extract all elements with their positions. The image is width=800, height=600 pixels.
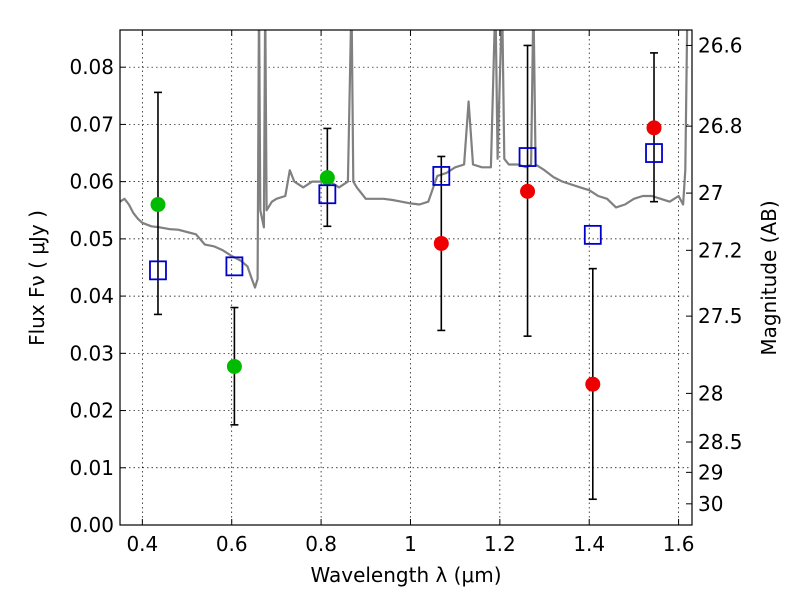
y-axis-right-label: Magnitude (AB) <box>757 200 781 355</box>
y-tick-label: 0.08 <box>69 55 114 79</box>
magnitude-tick-label: 28 <box>698 381 723 405</box>
errorbars-layer <box>153 44 659 501</box>
x-tick-label: 1.2 <box>484 532 516 556</box>
magnitude-tick-label: 29 <box>698 460 723 484</box>
x-tick-label: 0.8 <box>305 532 337 556</box>
model-spectrum-line <box>120 30 689 289</box>
y-tick-label: 0.07 <box>69 112 114 136</box>
observed-red-point <box>646 120 662 136</box>
x-tick-label: 1.4 <box>573 532 605 556</box>
model-bandpass-point <box>225 256 244 277</box>
y-tick-label: 0.01 <box>69 456 114 480</box>
magnitude-tick-label: 27 <box>698 181 723 205</box>
plot-frame <box>119 29 693 526</box>
observed-red-point <box>433 235 449 251</box>
observed-green-point <box>319 170 335 186</box>
y-tick-label: 0.03 <box>69 341 114 365</box>
magnitude-tick-label: 27.2 <box>698 238 743 262</box>
magnitude-tick-label: 28.5 <box>698 430 743 454</box>
y-axis-label: Flux Fν ( μJy ) <box>25 210 49 346</box>
observed-green-point <box>226 358 242 374</box>
observed-red-point <box>585 376 601 392</box>
observed-red-point <box>520 183 536 199</box>
y-tick-label: 0.02 <box>69 399 114 423</box>
model-bandpass-point <box>583 224 602 245</box>
x-axis-label: Wavelength λ (μm) <box>310 563 501 587</box>
model-bandpass-point <box>318 184 337 205</box>
y-tick-label: 0.06 <box>69 170 114 194</box>
markers-layer <box>149 120 663 392</box>
x-tick-label: 0.6 <box>216 532 248 556</box>
magnitude-tick-label: 30 <box>698 492 723 516</box>
y-tick-label: 0.00 <box>69 513 114 537</box>
model-bandpass-point <box>518 147 537 167</box>
y-tick-label: 0.04 <box>69 284 114 308</box>
magnitude-tick-label: 26.6 <box>698 33 743 57</box>
model-bandpass-point <box>432 166 451 186</box>
model-spectrum-layer <box>120 30 689 289</box>
y-tick-label: 0.05 <box>69 227 114 251</box>
x-tick-label: 0.4 <box>126 532 158 556</box>
x-tick-label: 1.6 <box>663 532 695 556</box>
magnitude-tick-label: 27.5 <box>698 304 743 328</box>
grid <box>120 30 692 526</box>
model-bandpass-point <box>645 143 663 163</box>
ticks-layer: 0.4 0.6 0.8 1 1.2 1.4 1.6 0.00 0.01 0.02 0.03 0.04 0… <box>69 30 743 556</box>
model-bandpass-point <box>149 260 167 281</box>
magnitude-tick-label: 26.8 <box>698 114 743 138</box>
observed-green-point <box>150 197 166 213</box>
x-tick-label: 1 <box>404 532 417 556</box>
